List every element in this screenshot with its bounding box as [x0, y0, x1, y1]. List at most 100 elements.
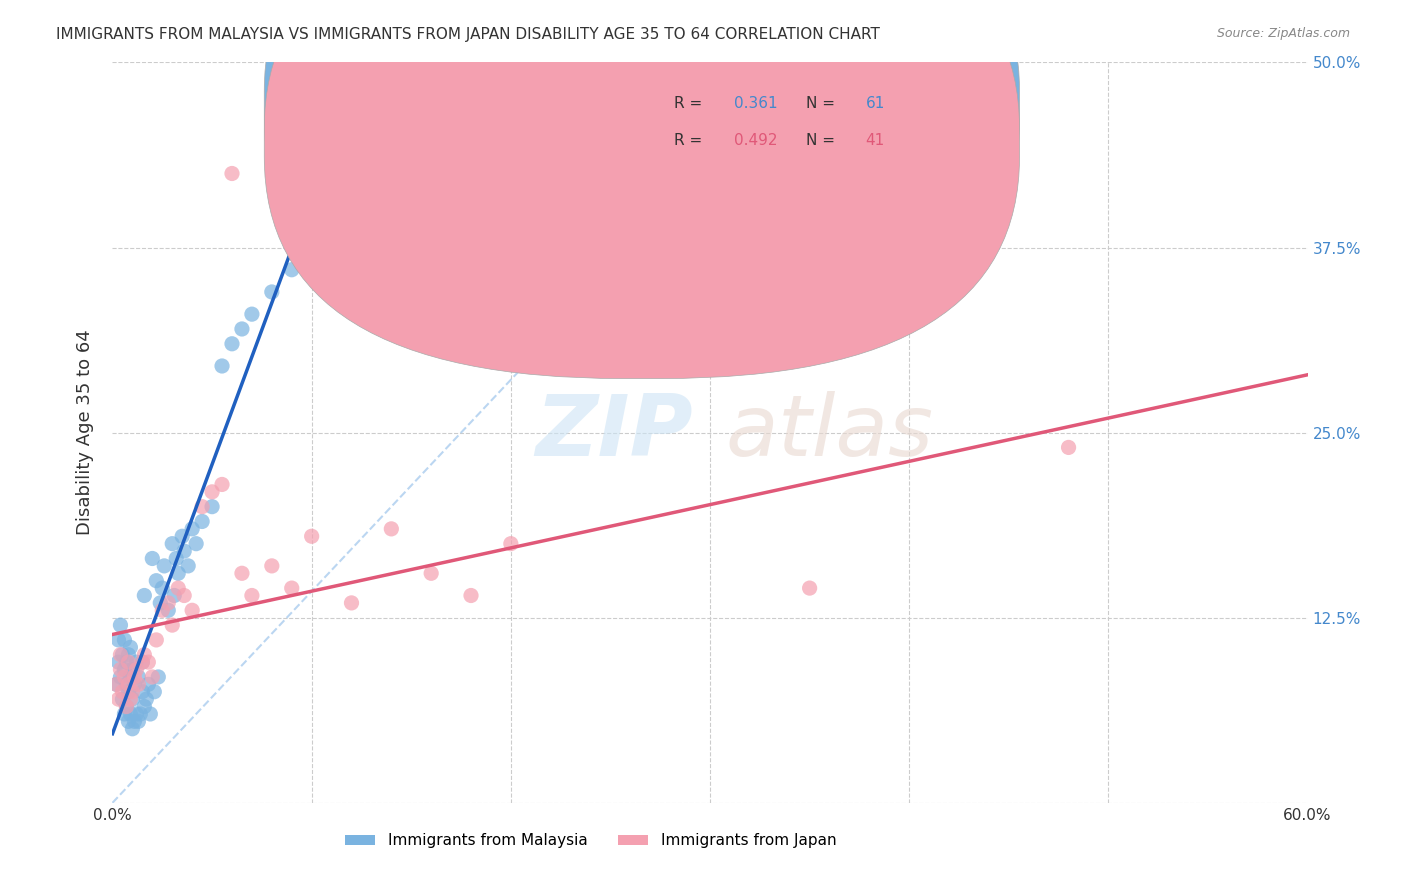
Point	[105, 677, 128, 691]
Point	[114, 670, 135, 684]
Point	[121, 685, 143, 699]
Point	[173, 589, 195, 603]
Point	[173, 544, 195, 558]
Point	[120, 640, 142, 655]
Point	[115, 699, 138, 714]
Point	[125, 706, 148, 721]
Point	[157, 603, 180, 617]
Point	[281, 262, 304, 277]
Point	[134, 648, 156, 662]
Point	[172, 529, 194, 543]
Point	[114, 632, 135, 647]
Point	[162, 618, 183, 632]
Point	[124, 714, 146, 729]
Point	[127, 677, 149, 691]
Point	[121, 663, 143, 677]
Point	[120, 692, 142, 706]
Point	[110, 663, 132, 677]
Point	[162, 536, 183, 550]
Point	[165, 551, 187, 566]
Point	[111, 692, 134, 706]
Point	[105, 677, 128, 691]
Text: R =: R =	[675, 133, 707, 148]
Point	[139, 706, 162, 721]
Point	[186, 536, 208, 550]
Point	[120, 670, 142, 684]
Point	[131, 655, 153, 669]
Point	[380, 522, 402, 536]
Text: 0.492: 0.492	[734, 133, 778, 148]
Point	[107, 632, 129, 647]
Point	[117, 677, 139, 691]
Point	[131, 685, 153, 699]
Point	[141, 551, 163, 566]
Point	[163, 589, 186, 603]
Point	[114, 706, 135, 721]
FancyBboxPatch shape	[264, 0, 1019, 378]
Point	[167, 581, 190, 595]
Point	[460, 589, 482, 603]
Point	[127, 670, 149, 684]
Point	[145, 574, 167, 588]
Point	[115, 677, 138, 691]
Legend: Immigrants from Malaysia, Immigrants from Japan: Immigrants from Malaysia, Immigrants fro…	[339, 827, 842, 855]
Point	[167, 566, 190, 581]
Point	[150, 581, 173, 595]
Point	[231, 322, 253, 336]
Point	[117, 648, 139, 662]
Point	[127, 714, 149, 729]
Point	[281, 581, 304, 595]
Point	[115, 699, 138, 714]
Point	[221, 336, 243, 351]
Text: N =: N =	[806, 95, 839, 111]
Point	[110, 670, 132, 684]
Text: ZIP: ZIP	[536, 391, 693, 475]
Point	[340, 596, 363, 610]
Point	[231, 566, 253, 581]
Point	[181, 522, 204, 536]
Point	[420, 566, 443, 581]
Point	[107, 692, 129, 706]
Point	[177, 558, 200, 573]
Point	[125, 655, 148, 669]
Text: 61: 61	[866, 95, 884, 111]
FancyBboxPatch shape	[596, 70, 962, 178]
Point	[260, 558, 283, 573]
Point	[260, 285, 283, 299]
Text: Source: ZipAtlas.com: Source: ZipAtlas.com	[1216, 27, 1350, 40]
Point	[221, 166, 243, 180]
Point	[121, 692, 143, 706]
Point	[141, 670, 163, 684]
Point	[117, 714, 139, 729]
Text: IMMIGRANTS FROM MALAYSIA VS IMMIGRANTS FROM JAPAN DISABILITY AGE 35 TO 64 CORREL: IMMIGRANTS FROM MALAYSIA VS IMMIGRANTS F…	[56, 27, 880, 42]
Point	[148, 670, 170, 684]
FancyBboxPatch shape	[264, 0, 1019, 342]
Point	[117, 685, 139, 699]
Point	[124, 670, 146, 684]
Text: N =: N =	[806, 133, 839, 148]
Point	[149, 596, 172, 610]
Point	[211, 359, 233, 373]
Point	[150, 603, 173, 617]
Point	[145, 632, 167, 647]
Text: R =: R =	[675, 95, 707, 111]
Point	[799, 581, 821, 595]
Point	[107, 655, 129, 669]
Point	[240, 589, 263, 603]
Point	[499, 536, 522, 550]
Point	[121, 722, 143, 736]
Point	[191, 515, 214, 529]
Point	[240, 307, 263, 321]
Point	[120, 706, 142, 721]
Point	[134, 589, 156, 603]
Point	[301, 529, 323, 543]
Point	[138, 677, 160, 691]
Point	[143, 685, 166, 699]
Point	[124, 677, 146, 691]
Point	[201, 484, 224, 499]
Point	[135, 692, 157, 706]
Point	[138, 655, 160, 669]
Point	[1057, 441, 1080, 455]
Point	[129, 706, 152, 721]
Point	[115, 655, 138, 669]
